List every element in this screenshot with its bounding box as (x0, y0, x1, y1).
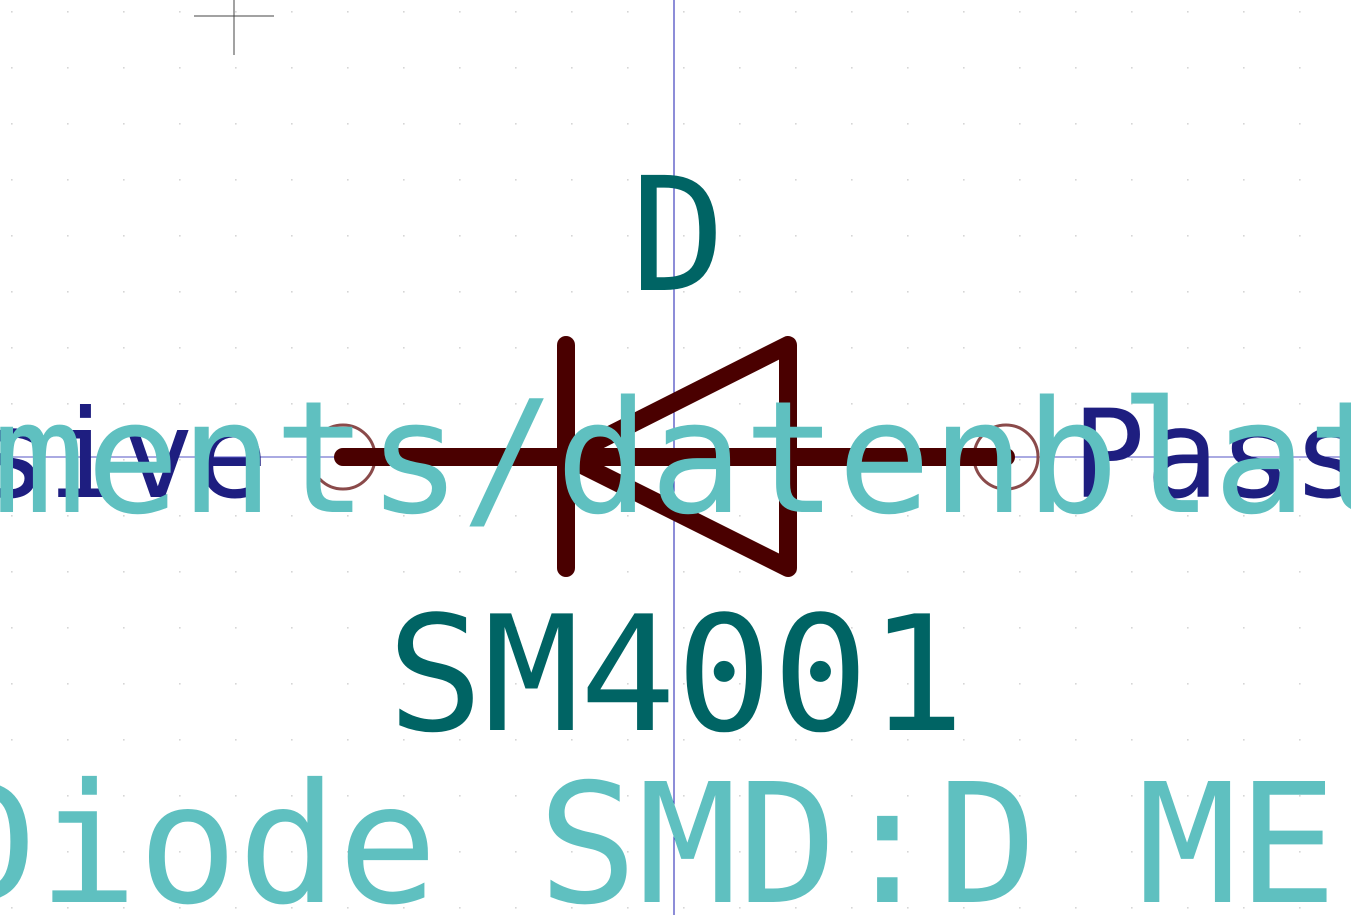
pin-type-left: sive (0, 384, 268, 526)
pin-type-right: Pass (1072, 384, 1351, 526)
footprint-field[interactable]: Diode_SMD:D_MEL (0, 749, 1351, 915)
crosshair-icon (194, 0, 274, 55)
reference-field[interactable]: D (630, 144, 725, 328)
value-field[interactable]: SM4001 (387, 581, 965, 768)
diode-icon[interactable] (334, 336, 1015, 577)
datasheet-field[interactable]: ments/datenblatt (0, 367, 1351, 549)
